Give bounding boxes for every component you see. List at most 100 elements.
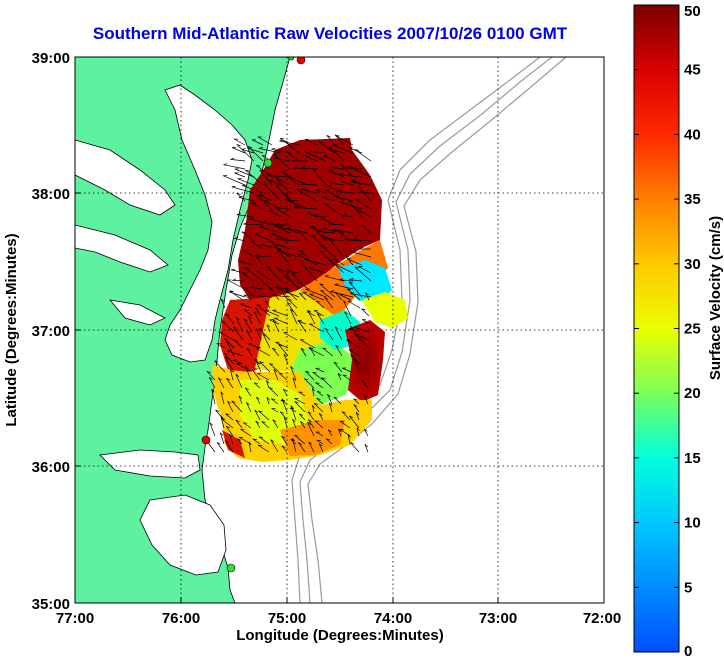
velocity-arrow-head [234,340,239,342]
velocity-arrow-head [209,422,213,426]
velocity-arrow [236,363,253,373]
velocity-arrow-head [317,229,322,232]
velocity-arrow-head [214,360,219,363]
albemarle-sound [99,449,201,479]
velocity-arrow-head [339,172,344,176]
velocity-arrow-head [349,327,354,329]
velocity-arrow [316,391,324,397]
velocity-arrow [316,439,324,445]
velocity-arrow-head [324,327,329,331]
velocity-arrow [251,202,264,210]
velocity-arrow-head [250,285,255,288]
velocity-arrow [344,255,354,266]
velocity-arrow-head [246,347,251,351]
velocity-arrow-head [364,444,369,448]
velocity-arrow-head [361,308,366,311]
velocity-arrow [325,189,345,202]
velocity-arrow [225,313,235,325]
velocity-arrow [328,402,333,413]
velocity-arrow [253,359,262,365]
x-tick-label: 73:00 [479,610,517,627]
velocity-arrow [305,370,315,381]
velocity-arrow [319,283,336,298]
velocity-arrow-head [278,344,283,347]
velocity-arrow-head [308,266,313,269]
velocity-arrow-head [271,147,276,150]
velocity-arrow-head [344,311,349,315]
velocity-arrow-head [245,365,249,369]
velocity-arrow [273,317,289,325]
velocity-arrow [282,292,289,301]
velocity-arrow [351,181,372,186]
velocity-arrow-head [339,278,344,281]
velocity-arrow [353,398,360,405]
velocity-arrow [278,269,291,274]
velocity-arrow-head [287,269,292,272]
velocity-arrow-head [286,275,291,278]
velocity-arrow-head [287,298,292,301]
velocity-arrow [272,310,289,317]
site-marker-south-green [226,563,236,573]
velocity-arrow [348,349,361,357]
velocity-arrow-head [342,374,347,376]
velocity-arrow [238,395,243,405]
x-tick-label: 74:00 [374,610,412,627]
velocity-arrow-head [298,230,303,233]
velocity-arrow-head [279,225,284,227]
velocity-arrow-head [219,432,224,436]
velocity-arrow [244,309,253,317]
x-tick-label: 72:00 [583,610,621,627]
velocity-arrow [259,226,282,234]
velocity-arrow-head [240,428,245,431]
velocity-arrow-head [243,286,249,289]
velocity-arrow [318,141,336,154]
velocity-arrow [347,434,351,445]
velocity-arrow-head [258,410,263,413]
velocity-arrow-head [349,415,354,419]
velocity-arrow [238,196,255,202]
velocity-arrow [246,402,252,413]
velocity-arrow [272,419,279,429]
velocity-arrow-head [308,419,312,423]
velocity-arrow [218,331,235,341]
velocity-arrow [339,174,363,178]
velocity-arrow [276,179,291,194]
velocity-arrow-head [343,300,347,304]
y-tick-label: 39:00 [32,50,70,67]
velocity-arrow-head [224,338,229,341]
velocity-arrow [281,445,288,453]
velocity-arrow-head [235,419,240,423]
velocity-arrow [324,297,334,309]
velocity-arrow-head [354,266,359,269]
velocity-arrow-head [349,277,354,280]
velocity-arrow [220,391,225,405]
velocity-arrow-head [256,304,261,306]
velocity-arrow-head [253,311,258,315]
velocity-arrow [346,288,361,301]
velocity-arrow [340,163,354,178]
velocity-arrow [355,412,360,421]
velocity-arrow-head [254,253,259,257]
velocity-arrow-head [334,195,339,197]
velocity-arrow [285,289,298,301]
velocity-arrow-head [276,179,281,182]
y-tick-label: 38:00 [32,186,70,203]
velocity-arrow [365,292,370,301]
velocity-arrow-head [300,182,305,185]
velocity-arrow-head [220,415,224,419]
velocity-arrow [242,185,264,194]
velocity-arrow-head [220,391,224,395]
velocity-arrow [235,317,244,333]
bathymetry-contours [291,57,567,603]
velocity-arrow [231,269,246,274]
site-marker-lower-red [201,435,211,445]
velocity-arrow-head [247,146,252,149]
velocity-arrow [243,422,252,429]
velocity-arrow [261,421,270,429]
velocity-arrow [227,350,244,357]
velocity-arrow-head [282,171,287,174]
velocity-arrow [234,340,244,349]
velocity-arrow-head [358,186,363,189]
velocity-arrow-head [275,222,280,226]
velocity-arrow-head [351,180,356,183]
